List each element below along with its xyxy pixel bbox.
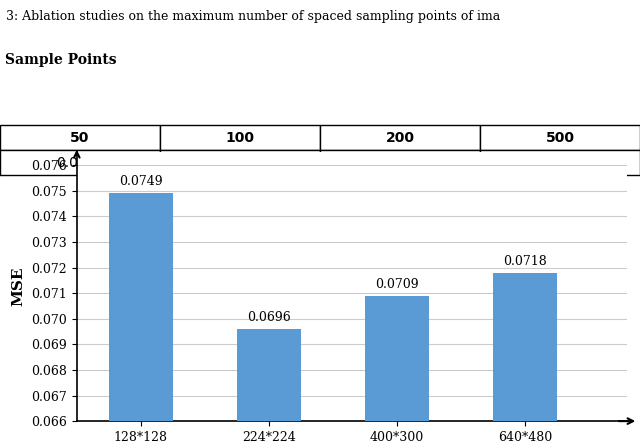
Text: 3: Ablation studies on the maximum number of spaced sampling points of ima: 3: Ablation studies on the maximum numbe… <box>6 10 500 23</box>
Bar <box>109 193 173 448</box>
Bar <box>493 273 557 448</box>
Bar <box>237 329 301 448</box>
Text: Sample Points: Sample Points <box>5 53 116 67</box>
Y-axis label: MSE: MSE <box>12 267 26 306</box>
Bar <box>365 296 429 448</box>
Text: 0.0696: 0.0696 <box>247 311 291 324</box>
Text: 0.0718: 0.0718 <box>503 254 547 267</box>
Text: 0.0709: 0.0709 <box>375 278 419 291</box>
Text: 0.0749: 0.0749 <box>119 175 163 188</box>
